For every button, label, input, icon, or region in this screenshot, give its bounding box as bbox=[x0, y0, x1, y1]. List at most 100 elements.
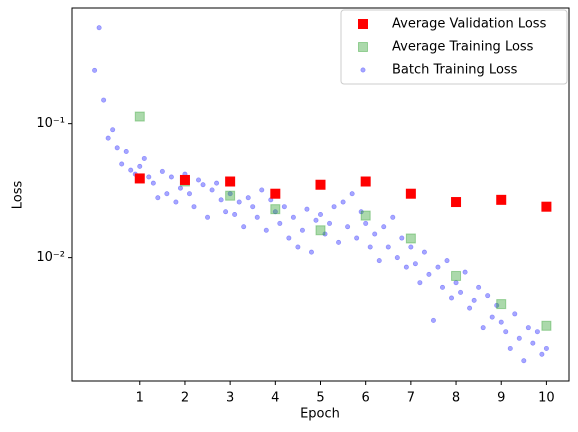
data-point bbox=[105, 135, 111, 141]
data-point bbox=[385, 244, 391, 250]
data-point bbox=[270, 204, 281, 215]
x-tick-label: 4 bbox=[271, 391, 279, 406]
data-point bbox=[360, 176, 371, 187]
data-point bbox=[277, 220, 283, 226]
data-point bbox=[134, 111, 145, 122]
data-point bbox=[471, 297, 477, 303]
data-point bbox=[209, 187, 215, 193]
data-point bbox=[358, 209, 364, 215]
data-point bbox=[489, 314, 495, 320]
data-point bbox=[236, 199, 242, 205]
data-point bbox=[214, 180, 220, 186]
data-point bbox=[227, 191, 233, 197]
data-point bbox=[399, 235, 405, 241]
data-point bbox=[336, 239, 342, 245]
y-tick-label: 10⁻² bbox=[36, 250, 65, 265]
data-point bbox=[315, 179, 326, 190]
data-point bbox=[516, 335, 522, 341]
data-point bbox=[290, 214, 296, 220]
data-point bbox=[327, 220, 333, 226]
data-point bbox=[295, 244, 301, 250]
data-point bbox=[498, 319, 504, 325]
x-tick-label: 6 bbox=[362, 391, 370, 406]
data-point bbox=[525, 325, 531, 331]
data-point bbox=[250, 204, 256, 210]
data-point bbox=[376, 258, 382, 264]
data-point bbox=[110, 127, 116, 133]
data-point bbox=[405, 233, 416, 244]
data-point bbox=[146, 174, 152, 180]
legend-box bbox=[340, 9, 568, 85]
data-point bbox=[503, 329, 509, 335]
data-point bbox=[462, 269, 468, 275]
data-point bbox=[390, 214, 396, 220]
data-point bbox=[137, 163, 143, 169]
data-point bbox=[426, 271, 432, 277]
x-tick-label: 5 bbox=[316, 391, 324, 406]
data-point bbox=[128, 167, 134, 173]
data-point bbox=[225, 176, 236, 187]
data-point bbox=[458, 289, 464, 295]
data-point bbox=[270, 188, 281, 199]
data-point bbox=[372, 231, 378, 237]
data-point bbox=[421, 249, 427, 255]
x-tick-label: 8 bbox=[452, 391, 460, 406]
data-point bbox=[150, 180, 156, 186]
data-point bbox=[444, 258, 450, 264]
data-point bbox=[467, 305, 473, 311]
data-point bbox=[114, 145, 120, 151]
y-tick-label: 10⁻¹ bbox=[36, 116, 65, 131]
data-point bbox=[494, 302, 500, 308]
data-point bbox=[177, 185, 183, 191]
data-point bbox=[480, 325, 486, 331]
x-axis-label: Epoch bbox=[300, 407, 340, 422]
data-point bbox=[155, 195, 161, 201]
data-point bbox=[476, 284, 482, 290]
data-point bbox=[286, 235, 292, 241]
legend-marker bbox=[358, 19, 368, 29]
legend-label: Batch Training Loss bbox=[392, 63, 518, 78]
data-point bbox=[225, 190, 236, 201]
data-point bbox=[403, 264, 409, 270]
data-point bbox=[272, 209, 278, 215]
data-point bbox=[263, 227, 269, 233]
data-point bbox=[412, 261, 418, 267]
data-point bbox=[299, 227, 305, 233]
data-point bbox=[449, 295, 455, 301]
data-point bbox=[534, 329, 540, 335]
data-point bbox=[164, 191, 170, 197]
data-point bbox=[367, 244, 373, 250]
data-point bbox=[254, 214, 260, 220]
data-point bbox=[134, 173, 145, 184]
data-point bbox=[123, 148, 129, 154]
data-point bbox=[345, 224, 351, 230]
data-point bbox=[304, 206, 310, 212]
data-point bbox=[340, 199, 346, 205]
x-tick-label: 2 bbox=[181, 391, 189, 406]
legend-marker bbox=[360, 67, 366, 73]
data-point bbox=[530, 340, 536, 346]
data-point bbox=[439, 284, 445, 290]
data-point bbox=[232, 211, 238, 217]
data-point bbox=[218, 197, 224, 203]
data-point bbox=[179, 174, 190, 185]
legend-marker bbox=[358, 42, 368, 52]
data-point bbox=[541, 201, 552, 212]
data-point bbox=[196, 177, 202, 183]
data-point bbox=[186, 191, 192, 197]
data-point bbox=[417, 280, 423, 286]
data-point bbox=[363, 220, 369, 226]
data-point bbox=[539, 351, 545, 357]
data-point bbox=[405, 188, 416, 199]
data-point bbox=[191, 204, 197, 210]
data-point bbox=[245, 195, 251, 201]
data-point bbox=[521, 358, 527, 364]
data-point bbox=[259, 187, 265, 193]
legend-label: Average Validation Loss bbox=[392, 17, 547, 32]
data-point bbox=[92, 67, 98, 73]
data-point bbox=[101, 97, 107, 103]
data-point bbox=[96, 25, 102, 31]
data-point bbox=[313, 217, 319, 223]
data-point bbox=[381, 224, 387, 230]
